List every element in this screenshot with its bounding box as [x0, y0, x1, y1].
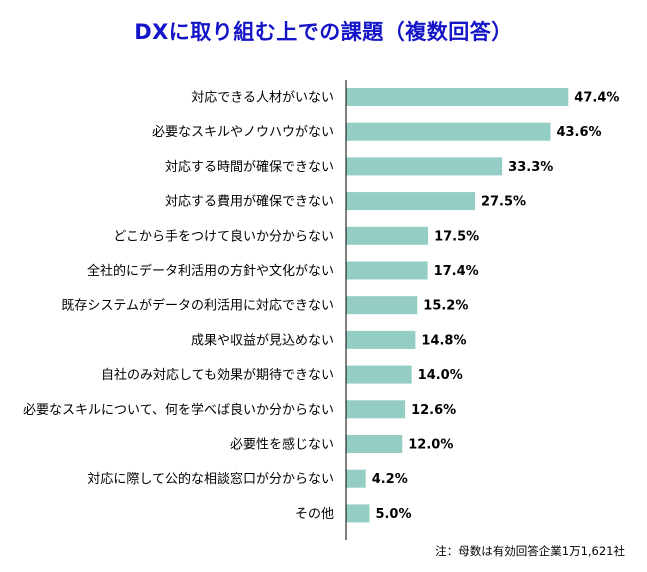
value-label: 4.2% [372, 472, 408, 487]
bar-13 [346, 504, 370, 523]
value-label: 17.5% [434, 229, 479, 244]
footnote: 注：母数は有効回答企業1万1,621社 [435, 544, 625, 558]
category-label: 対応する時間が確保できない [165, 159, 334, 175]
value-label: 15.2% [423, 299, 468, 314]
bar-2 [346, 122, 551, 141]
bar-3 [346, 157, 503, 176]
category-label: 成果や収益が見込めない [191, 333, 334, 348]
bar-12 [346, 469, 366, 488]
bar-11 [346, 435, 403, 453]
value-label: 47.4% [574, 91, 619, 106]
category-label: 対応できる人材がいない [191, 91, 334, 106]
category-label: 対応する費用が確保できない [165, 194, 334, 210]
category-label: 必要なスキルやノウハウがない [152, 125, 334, 140]
category-label: その他 [295, 507, 334, 522]
bar-4 [346, 192, 475, 211]
bar-6 [346, 261, 428, 280]
bar-7 [346, 296, 418, 315]
value-label: 14.0% [418, 368, 463, 383]
bars-layer: 対応できる人材がいない 47.4% 必要なスキルやノウハウがない 43.6% 対応する時… [23, 88, 619, 523]
value-label: 5.0% [375, 507, 411, 522]
category-label: 必要なスキルについて、何を学べば良いか分からない [23, 402, 334, 418]
category-label: どこから手をつけて良いか分からない [113, 228, 334, 244]
category-label: 対応に際して公的な相談窓口が分からない [87, 471, 334, 487]
category-label: 全社的にデータ利活用の方針や文化がない [87, 263, 334, 279]
bar-5 [346, 226, 429, 245]
category-label: 自社のみ対応しても効果が期待できない [101, 367, 334, 383]
bar-1 [346, 88, 569, 106]
bar-9 [346, 365, 412, 384]
value-label: 43.6% [556, 125, 601, 140]
category-label: 既存システムがデータの利活用に対応できない [61, 298, 334, 314]
bar-8 [346, 330, 416, 349]
value-label: 12.6% [411, 403, 456, 418]
category-label: 必要性を感じない [230, 437, 334, 453]
value-label: 27.5% [481, 195, 526, 210]
value-label: 12.0% [408, 438, 453, 453]
value-label: 33.3% [508, 160, 553, 175]
value-label: 17.4% [434, 264, 479, 279]
value-label: 14.8% [421, 333, 466, 348]
chart-title: DXに取り組む上での課題（複数回答） [134, 20, 513, 44]
bar-10 [346, 400, 406, 419]
